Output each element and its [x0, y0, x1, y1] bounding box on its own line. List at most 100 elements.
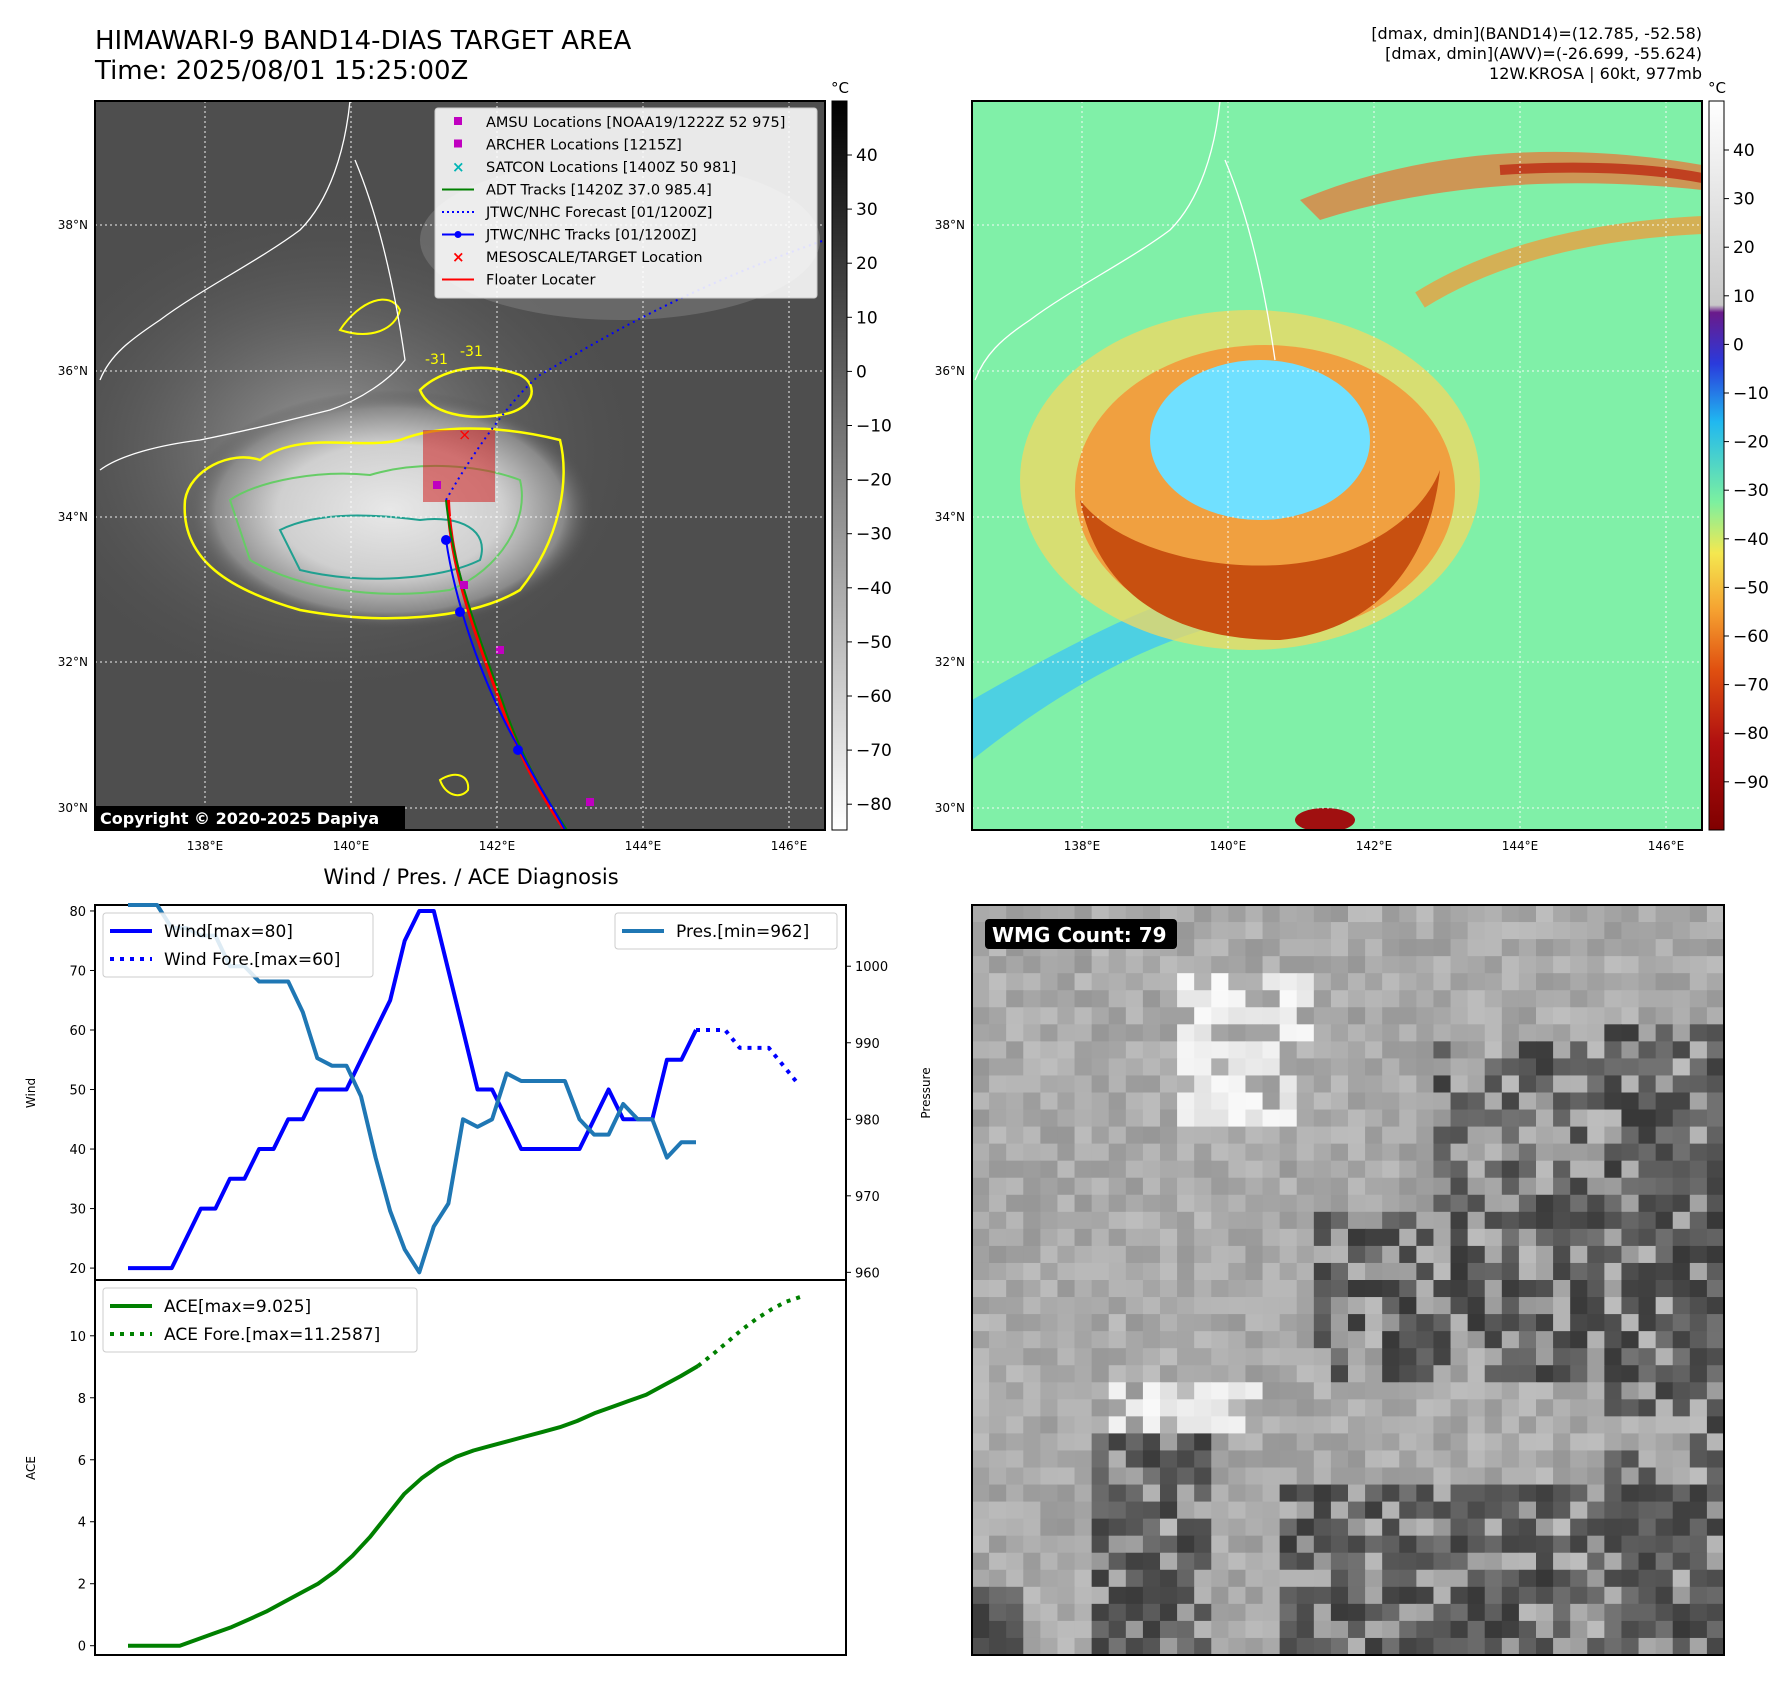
wmg-pixel — [1587, 1177, 1605, 1196]
wmg-pixel — [1262, 1194, 1281, 1213]
wmg-pixel — [1553, 956, 1571, 974]
wmg-pixel — [1450, 1092, 1469, 1111]
wmg-pixel — [1057, 1501, 1076, 1520]
wmg-pixel — [1006, 1637, 1024, 1656]
target-box — [423, 430, 495, 502]
wmg-pixel — [1057, 1024, 1076, 1042]
wmg-pixel — [1365, 1092, 1383, 1111]
chart-title: HIMAWARI-9 BAND14-DIAS TARGET AREA — [95, 26, 632, 56]
wmg-pixel — [1279, 1450, 1298, 1468]
wmg-pixel — [1689, 1450, 1708, 1468]
wmg-pixel — [1689, 1262, 1708, 1281]
wmg-pixel — [1399, 1382, 1417, 1400]
wmg-pixel — [1689, 1586, 1708, 1605]
wmg-pixel — [1467, 990, 1486, 1008]
wmg-pixel — [1655, 1552, 1674, 1571]
wmg-pixel — [1142, 1092, 1161, 1111]
wmg-pixel — [1399, 1331, 1417, 1349]
wmg-pixel — [1655, 1194, 1674, 1213]
wmg-pixel — [1108, 1603, 1127, 1622]
wmg-pixel — [1587, 990, 1605, 1008]
wmg-pixel — [1467, 1552, 1486, 1571]
wmg-pixel — [1091, 1518, 1110, 1537]
wmg-pixel — [1228, 1194, 1246, 1213]
colorbar-tick-label: −40 — [1733, 530, 1769, 550]
wmg-pixel — [1006, 1603, 1024, 1622]
wind-ytick-label: 60 — [69, 1024, 86, 1039]
wmg-pixel — [1672, 1365, 1691, 1383]
wmg-pixel — [1194, 1228, 1212, 1247]
wmg-pixel — [1365, 1109, 1383, 1128]
wmg-pixel — [1672, 1450, 1691, 1468]
wmg-pixel — [1365, 1228, 1383, 1247]
wmg-pixel — [1638, 956, 1657, 974]
wmg-pixel — [1160, 1143, 1178, 1162]
wmg-pixel — [972, 1535, 990, 1554]
wmg-pixel — [1501, 1194, 1520, 1213]
wmg-pixel — [1074, 1620, 1093, 1639]
wmg-pixel — [1501, 1399, 1520, 1417]
wmg-pixel — [1655, 905, 1674, 923]
wmg-pixel — [1142, 1194, 1161, 1213]
wmg-pixel — [1553, 939, 1571, 957]
wmg-pixel — [1467, 1348, 1486, 1366]
wmg-pixel — [1621, 1041, 1640, 1059]
wmg-pixel — [1570, 1467, 1588, 1486]
wmg-pixel — [1006, 1109, 1024, 1128]
wmg-pixel — [1262, 1586, 1281, 1605]
wmg-pixel — [1518, 1314, 1537, 1332]
wmg-pixel — [1296, 1109, 1315, 1128]
wmg-pixel — [1023, 1552, 1041, 1571]
wmg-pixel — [1399, 1092, 1417, 1111]
wmg-pixel — [1074, 990, 1093, 1008]
wmg-pixel — [1245, 1348, 1264, 1366]
wmg-pixel — [1091, 1484, 1110, 1503]
band14-range: [dmax, dmin](BAND14)=(12.785, -52.58) — [1371, 24, 1702, 43]
wmg-pixel — [1433, 1245, 1452, 1264]
wmg-pixel — [1450, 1024, 1469, 1042]
wmg-pixel — [1689, 1399, 1708, 1417]
wmg-pixel — [1245, 1484, 1264, 1503]
wmg-pixel — [1604, 1058, 1622, 1076]
wmg-pixel — [1621, 973, 1640, 991]
wmg-pixel — [1296, 1416, 1315, 1434]
wmg-pixel — [989, 1058, 1007, 1076]
wmg-pixel — [1553, 1569, 1571, 1588]
wmg-pixel — [1279, 990, 1298, 1008]
wmg-pixel — [1125, 1109, 1144, 1128]
wmg-pixel — [1194, 1416, 1212, 1434]
wmg-pixel — [1245, 1109, 1264, 1128]
wmg-pixel — [1023, 1297, 1041, 1315]
wmg-pixel — [1416, 1484, 1434, 1503]
wmg-pixel — [1638, 1450, 1657, 1468]
wmg-pixel — [1706, 1075, 1725, 1093]
wmg-pixel — [1006, 1518, 1024, 1537]
wmg-pixel — [1655, 1126, 1674, 1145]
wmg-pixel — [1125, 1177, 1144, 1196]
wmg-pixel — [1433, 1126, 1452, 1145]
wmg-pixel — [1330, 1365, 1349, 1383]
wmg-pixel — [1518, 1262, 1537, 1281]
wmg-pixel — [1279, 1297, 1298, 1315]
wmg-pixel — [1313, 1041, 1332, 1059]
wmg-pixel — [1553, 1433, 1571, 1451]
wmg-pixel — [1296, 1143, 1315, 1162]
wmg-pixel — [1262, 1126, 1281, 1145]
wmg-pixel — [1501, 1075, 1520, 1093]
legend-marker: × — [452, 248, 465, 266]
wmg-pixel — [972, 1433, 990, 1451]
wmg-pixel — [1501, 1484, 1520, 1503]
legend-label: JTWC/NHC Forecast [01/1200Z] — [485, 205, 712, 221]
wmg-pixel — [1348, 1484, 1366, 1503]
wmg-pixel — [1638, 1075, 1657, 1093]
colorbar-tick-label: 10 — [1733, 287, 1755, 307]
wmg-pixel — [1228, 1484, 1246, 1503]
wmg-pixel — [1211, 1024, 1229, 1042]
wmg-pixel — [1706, 1177, 1725, 1196]
wmg-pixel — [989, 1007, 1007, 1025]
wmg-pixel — [1330, 1569, 1349, 1588]
wmg-pixel — [1553, 1024, 1571, 1042]
wmg-pixel — [1245, 1041, 1264, 1059]
wmg-pixel — [1279, 1160, 1298, 1179]
wmg-pixel — [1484, 1194, 1503, 1213]
